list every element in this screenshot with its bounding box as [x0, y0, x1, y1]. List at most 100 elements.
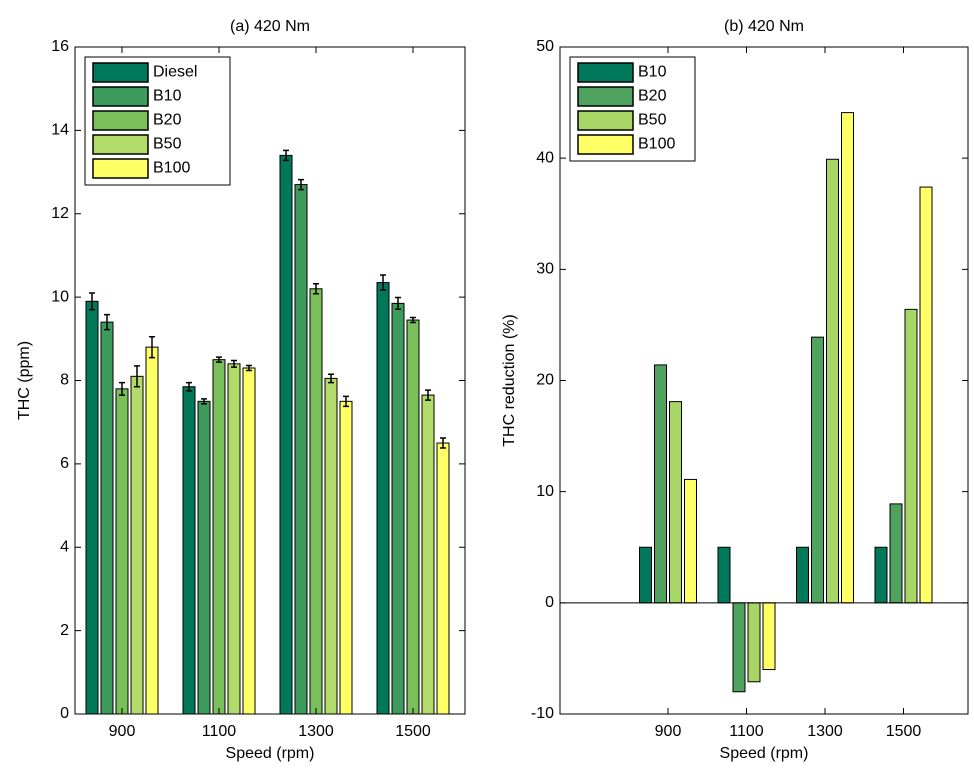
bar: [197, 400, 211, 715]
y-tick-label: 10: [51, 288, 69, 305]
bar: [145, 346, 159, 715]
bar: [796, 546, 809, 604]
legend-label: B50: [153, 136, 182, 153]
bar: [212, 359, 226, 715]
x-axis-label: Speed (rpm): [720, 745, 809, 762]
bar: [654, 364, 667, 604]
error-bar: [149, 335, 155, 359]
error-bar: [283, 149, 289, 162]
bar: [85, 300, 99, 715]
y-tick-label: 0: [545, 594, 554, 611]
legend-swatch: [577, 110, 634, 131]
legend-swatch: [92, 110, 149, 131]
bar: [889, 503, 903, 604]
y-tick-label: 50: [536, 38, 554, 55]
bar: [684, 478, 697, 604]
legend-label: B10: [638, 64, 667, 81]
bar: [874, 546, 888, 604]
x-tick-label: 1300: [807, 723, 843, 740]
chart-title: (b) 420 Nm: [724, 18, 804, 35]
y-tick-label: 4: [60, 538, 69, 555]
bar: [747, 602, 761, 683]
y-tick-label: -10: [531, 705, 554, 722]
bar: [391, 302, 405, 715]
legend-swatch: [92, 62, 149, 83]
legend-label: Diesel: [153, 64, 197, 81]
y-tick-label: 0: [60, 705, 69, 722]
legend-label: B10: [153, 88, 182, 105]
bar: [294, 184, 308, 715]
y-axis-label: THC reduction (%): [501, 314, 518, 446]
bar: [339, 400, 353, 715]
y-tick-label: 2: [60, 622, 69, 639]
bar: [406, 319, 420, 715]
error-bar: [216, 356, 222, 363]
bar: [919, 186, 933, 604]
x-tick-label: 900: [109, 723, 136, 740]
error-bar: [201, 398, 207, 405]
legend-label: B100: [638, 136, 675, 153]
x-tick-label: 1500: [395, 723, 431, 740]
error-bar: [298, 178, 304, 191]
bar: [100, 321, 114, 715]
legend-label: B20: [638, 88, 667, 105]
error-bar: [246, 364, 252, 372]
y-tick-label: 40: [536, 149, 554, 166]
y-tick-label: 16: [51, 38, 69, 55]
bar: [227, 363, 241, 715]
error-bar: [425, 389, 431, 401]
bar: [762, 602, 776, 671]
bar: [324, 377, 338, 715]
y-tick-label: 12: [51, 205, 69, 222]
y-tick-label: 30: [536, 261, 554, 278]
bar: [130, 375, 144, 715]
legend-swatch: [92, 86, 149, 107]
x-axis-label: Speed (rpm): [226, 745, 315, 762]
x-tick-label: 1100: [729, 723, 764, 740]
bar: [826, 158, 839, 604]
bar: [436, 442, 450, 715]
bar: [242, 367, 256, 715]
bar: [279, 154, 293, 715]
bar: [309, 288, 323, 715]
bar: [717, 546, 731, 604]
error-bar: [410, 316, 416, 324]
bar: [115, 388, 129, 715]
bar: [182, 386, 196, 715]
error-bar: [119, 381, 125, 396]
legend-label: B100: [153, 160, 190, 177]
error-bar: [343, 395, 349, 408]
y-tick-label: 8: [60, 372, 69, 389]
error-bar: [186, 381, 192, 392]
error-bar: [328, 373, 334, 384]
y-tick-label: 10: [536, 483, 554, 500]
legend-swatch: [577, 62, 634, 83]
bar: [841, 112, 854, 604]
bar: [904, 308, 918, 604]
x-tick-label: 1100: [202, 723, 237, 740]
x-tick-label: 1300: [298, 723, 334, 740]
bar: [732, 602, 746, 693]
y-tick-label: 14: [51, 122, 69, 139]
legend-swatch: [92, 158, 149, 179]
y-tick-label: 6: [60, 455, 69, 472]
bar: [669, 401, 682, 604]
legend-swatch: [92, 134, 149, 155]
error-bar: [134, 365, 140, 388]
y-axis-label: THC (ppm): [16, 341, 33, 420]
error-bar: [104, 313, 110, 331]
legend-label: B20: [153, 112, 182, 129]
bar: [639, 546, 652, 604]
legend-swatch: [577, 134, 634, 155]
legend-label: B50: [638, 112, 667, 129]
bar: [376, 282, 390, 715]
error-bar: [89, 292, 95, 311]
bar: [811, 336, 824, 604]
error-bar: [231, 359, 237, 368]
error-bar: [395, 296, 401, 310]
chart-title: (a) 420 Nm: [230, 18, 310, 35]
error-bar: [380, 274, 386, 291]
y-tick-label: 20: [536, 372, 554, 389]
legend-swatch: [577, 86, 634, 107]
